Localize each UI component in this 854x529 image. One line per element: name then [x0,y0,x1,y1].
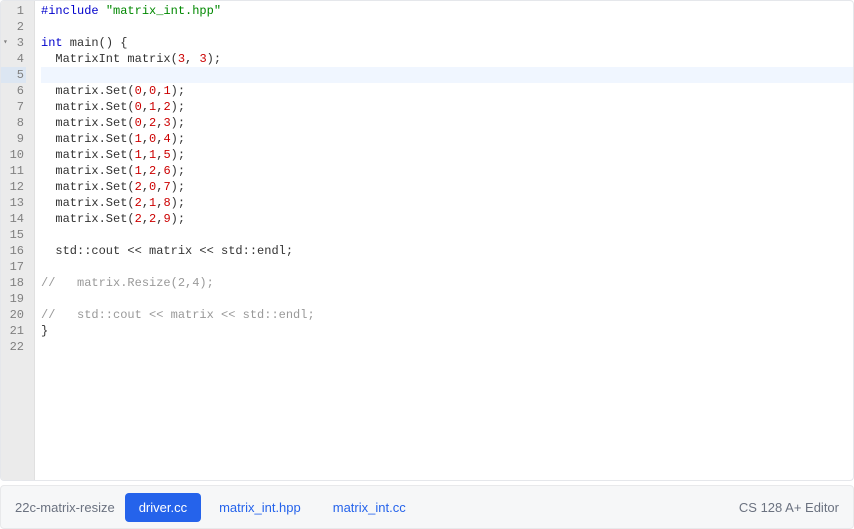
line-number: 19 [1,291,26,307]
code-line[interactable]: matrix.Set(1,2,6); [41,163,853,179]
code-line[interactable]: matrix.Set(2,1,8); [41,195,853,211]
line-number: 22 [1,339,26,355]
code-line[interactable]: } [41,323,853,339]
code-content[interactable]: #include "matrix_int.hpp" int main() { M… [35,1,853,480]
code-line[interactable]: #include "matrix_int.hpp" [41,3,853,19]
line-number: 13 [1,195,26,211]
code-line[interactable]: MatrixInt matrix(3, 3); [41,51,853,67]
code-area[interactable]: 12345678910111213141516171819202122 #inc… [1,1,853,480]
code-line[interactable]: matrix.Set(0,0,1); [41,83,853,99]
line-number: 20 [1,307,26,323]
line-number: 15 [1,227,26,243]
editor-panel: 12345678910111213141516171819202122 #inc… [0,0,854,481]
editor-brand: CS 128 A+ Editor [739,500,839,515]
code-line[interactable] [41,259,853,275]
code-line[interactable]: matrix.Set(0,2,3); [41,115,853,131]
line-number: 3 [1,35,26,51]
line-number: 2 [1,19,26,35]
file-tabs: driver.ccmatrix_int.hppmatrix_int.cc [125,493,424,522]
code-line[interactable]: // matrix.Resize(2,4); [41,275,853,291]
line-number: 4 [1,51,26,67]
file-tab[interactable]: driver.cc [125,493,201,522]
code-line[interactable] [41,339,853,355]
line-number: 10 [1,147,26,163]
code-line[interactable]: std::cout << matrix << std::endl; [41,243,853,259]
code-line[interactable] [41,19,853,35]
code-line[interactable]: matrix.Set(0,1,2); [41,99,853,115]
line-number: 21 [1,323,26,339]
line-number: 12 [1,179,26,195]
line-number: 5 [1,67,26,83]
line-number: 9 [1,131,26,147]
code-line[interactable]: matrix.Set(2,0,7); [41,179,853,195]
line-number: 8 [1,115,26,131]
line-number-gutter: 12345678910111213141516171819202122 [1,1,35,480]
line-number: 11 [1,163,26,179]
line-number: 7 [1,99,26,115]
code-line[interactable]: matrix.Set(1,1,5); [41,147,853,163]
line-number: 17 [1,259,26,275]
file-tab[interactable]: matrix_int.cc [319,493,420,522]
file-tab[interactable]: matrix_int.hpp [205,493,315,522]
code-line[interactable] [41,67,853,83]
line-number: 1 [1,3,26,19]
project-name: 22c-matrix-resize [15,500,115,515]
code-line[interactable] [41,227,853,243]
line-number: 14 [1,211,26,227]
line-number: 6 [1,83,26,99]
code-line[interactable] [41,291,853,307]
line-number: 16 [1,243,26,259]
code-line[interactable]: matrix.Set(2,2,9); [41,211,853,227]
line-number: 18 [1,275,26,291]
bottom-bar: 22c-matrix-resize driver.ccmatrix_int.hp… [0,485,854,529]
code-line[interactable]: matrix.Set(1,0,4); [41,131,853,147]
code-line[interactable]: // std::cout << matrix << std::endl; [41,307,853,323]
code-line[interactable]: int main() { [41,35,853,51]
